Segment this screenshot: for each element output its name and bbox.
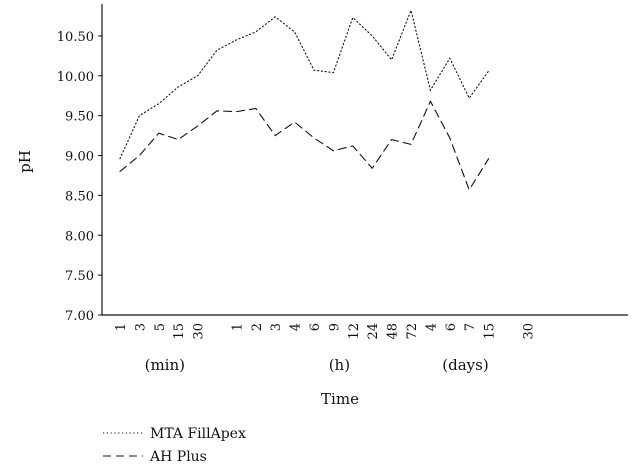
- x-tick-label: 3: [269, 323, 284, 331]
- y-tick-label: 8.50: [65, 189, 94, 204]
- x-tick-label: 9: [327, 323, 342, 331]
- y-tick-label: 8.00: [65, 229, 94, 244]
- x-tick-label: 15: [483, 323, 498, 340]
- x-group-label: (min): [145, 356, 185, 374]
- legend-label: AH Plus: [149, 449, 207, 465]
- y-tick-label: 7.00: [65, 309, 94, 324]
- x-tick-label: 30: [192, 323, 207, 340]
- series-line-ah-plus: [119, 100, 490, 192]
- x-tick-label: 30: [521, 323, 536, 340]
- x-tick-label: 6: [444, 323, 459, 331]
- legend-label: MTA FillApex: [150, 426, 246, 442]
- x-tick-label: 1: [230, 323, 245, 331]
- y-tick-label: 9.50: [65, 110, 94, 125]
- x-tick-label: 15: [172, 323, 187, 340]
- x-tick-label: 24: [366, 323, 381, 340]
- y-tick-label: 10.00: [57, 70, 94, 85]
- x-tick-label: 7: [463, 323, 478, 331]
- x-axis-title: Time: [321, 390, 359, 408]
- x-group-label: (h): [329, 356, 350, 374]
- x-tick-label: 12: [347, 323, 362, 340]
- x-tick-label: 72: [405, 323, 420, 340]
- x-tick-label: 5: [153, 323, 168, 331]
- y-tick-label: 7.50: [65, 269, 94, 284]
- x-tick-label: 3: [133, 323, 148, 331]
- x-tick-label: 2: [250, 323, 265, 331]
- y-axis-title: pH: [16, 150, 34, 173]
- x-tick-label: 6: [308, 323, 323, 331]
- x-tick-label: 48: [386, 323, 401, 340]
- x-tick-label: 4: [289, 323, 304, 331]
- series-line-mta-fillapex: [119, 8, 490, 160]
- x-tick-label: 1: [114, 323, 129, 331]
- x-group-label: (days): [442, 356, 488, 374]
- y-tick-label: 9.00: [65, 150, 94, 165]
- y-tick-label: 10.50: [57, 30, 94, 45]
- x-tick-label: 4: [424, 323, 439, 331]
